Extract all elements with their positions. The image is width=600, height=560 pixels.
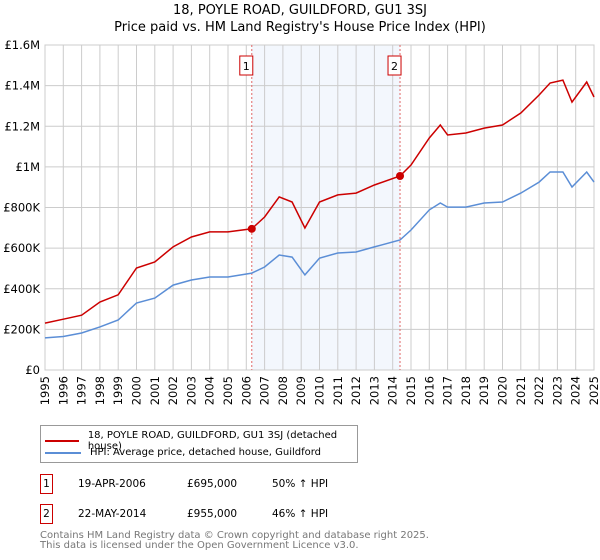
sale-point	[247, 224, 256, 233]
sale-point	[396, 172, 405, 181]
transaction-date: 22-MAY-2014	[78, 508, 147, 520]
x-tick-label: 2007	[258, 376, 272, 405]
x-tick-label: 2019	[477, 376, 491, 405]
x-tick-label: 2006	[239, 376, 253, 405]
transaction-marker: 1	[40, 474, 53, 494]
sale-marker-box	[387, 55, 402, 76]
legend-swatch-red	[45, 440, 79, 442]
x-tick-label: 2001	[148, 376, 162, 405]
x-tick-label: 2011	[331, 376, 345, 405]
x-tick-label: 1995	[38, 376, 52, 405]
legend-item-hpi: HPI: Average price, detached house, Guil…	[45, 447, 321, 458]
x-tick-label: 2024	[569, 376, 583, 405]
x-tick-label: 2018	[459, 376, 473, 405]
x-tick-label: 2020	[496, 376, 510, 405]
x-tick-label: 2000	[130, 376, 144, 405]
y-tick-label: £1M	[15, 160, 40, 174]
legend-label: HPI: Average price, detached house, Guil…	[90, 447, 322, 458]
footer: Contains HM Land Registry data © Crown c…	[40, 531, 429, 551]
chart-title: 18, POYLE ROAD, GUILDFORD, GU1 3SJ	[173, 3, 427, 18]
x-tick-label: 2008	[276, 376, 290, 405]
legend: 18, POYLE ROAD, GUILDFORD, GU1 3SJ (deta…	[40, 425, 358, 463]
x-tick-label: 2021	[514, 376, 528, 405]
transaction-price: £695,000	[187, 478, 238, 490]
x-tick-label: 2025	[587, 376, 600, 405]
y-tick-label: £0	[25, 363, 40, 377]
transaction-marker: 2	[40, 504, 53, 524]
transaction-row: 2 22-MAY-2014 £955,000 46% ↑ HPI	[40, 504, 328, 524]
x-tick-label: 2022	[532, 376, 546, 405]
x-tick-label: 2004	[203, 376, 217, 405]
y-tick-label: £1.4M	[4, 79, 40, 93]
sale-marker-label: 2	[391, 60, 398, 73]
legend-swatch-blue	[45, 451, 81, 454]
legend-label: 18, POYLE ROAD, GUILDFORD, GU1 3SJ (deta…	[87, 430, 338, 452]
transaction-row: 1 19-APR-2006 £695,000 50% ↑ HPI	[40, 474, 328, 494]
x-tick-label: 2012	[349, 376, 363, 405]
transaction-price: £955,000	[187, 508, 238, 520]
sale-marker-label: 1	[243, 60, 250, 73]
footer-licence: This data is licensed under the Open Gov…	[40, 540, 359, 551]
y-tick-label: £400K	[3, 282, 40, 296]
x-tick-label: 2017	[441, 376, 455, 405]
x-tick-label: 2016	[422, 376, 436, 405]
chart-subtitle: Price paid vs. HM Land Registry's House …	[114, 20, 486, 35]
y-tick-label: £600K	[3, 241, 40, 255]
footer-copyright: Contains HM Land Registry data © Crown c…	[40, 530, 429, 541]
transaction-hpi: 46% ↑ HPI	[272, 508, 329, 520]
x-tick-label: 1996	[56, 376, 70, 405]
property-price-line	[44, 79, 595, 324]
x-tick-label: 1997	[75, 376, 89, 405]
x-tick-label: 2005	[221, 376, 235, 405]
x-tick-label: 2010	[313, 376, 327, 405]
y-tick-label: £1.2M	[4, 119, 40, 133]
plot-border	[44, 44, 595, 371]
transaction-hpi: 50% ↑ HPI	[272, 478, 329, 490]
x-tick-label: 2009	[294, 376, 308, 405]
y-tick-label: £200K	[3, 322, 40, 336]
x-tick-label: 1998	[93, 376, 107, 405]
x-tick-label: 1999	[111, 376, 125, 405]
transaction-date: 19-APR-2006	[78, 478, 146, 490]
legend-item-property: 18, POYLE ROAD, GUILDFORD, GU1 3SJ (deta…	[45, 430, 357, 452]
x-tick-label: 2015	[404, 376, 418, 405]
x-tick-label: 2003	[184, 376, 198, 405]
hpi-line	[44, 170, 595, 339]
chart-plot: £0 £200K £400K £600K £800K £1M £1.2M £1.4M £1.6M…	[3, 38, 600, 405]
y-tick-label: £800K	[3, 201, 40, 215]
x-tick-label: 2014	[386, 376, 400, 405]
x-tick-label: 2002	[166, 376, 180, 405]
sale-marker-box	[239, 55, 254, 76]
y-tick-label: £1.6M	[4, 38, 40, 52]
x-tick-label: 2013	[367, 376, 381, 405]
x-tick-label: 2023	[550, 376, 564, 405]
